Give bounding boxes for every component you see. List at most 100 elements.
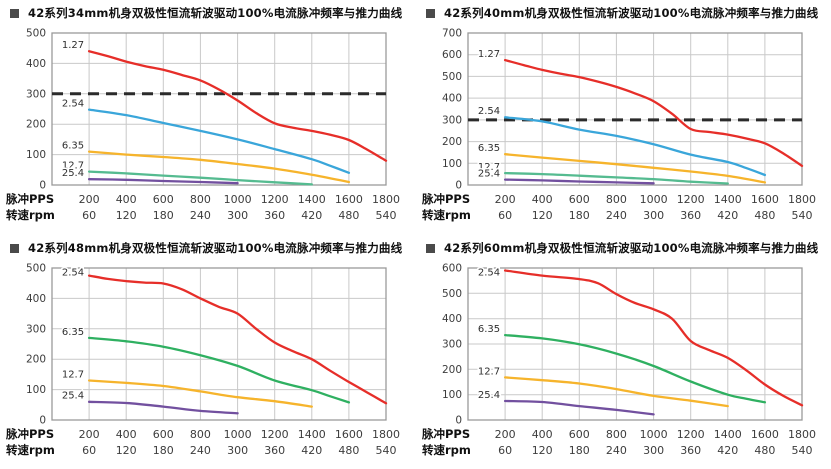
series-line-12.7 <box>503 171 729 185</box>
y-axis-ticks: 0 100 200 300 400 500 <box>26 263 46 427</box>
pps-tick-600: 600 <box>569 193 590 206</box>
pps-tick-1200: 1200 <box>677 193 705 206</box>
series-label-6.35: 6.35 <box>62 141 84 152</box>
y-tick-200: 200 <box>26 119 46 131</box>
pps-tick-200: 200 <box>495 193 516 206</box>
series-label-2.54: 2.54 <box>478 106 500 117</box>
rpm-tick-120: 120 <box>116 209 137 222</box>
y-tick-500: 500 <box>442 71 462 83</box>
pps-tick-200: 200 <box>79 193 100 206</box>
series-group <box>503 269 804 416</box>
chart-header: 42系列34mm机身双极性恒流斩波驱动100%电流脉冲频率与推力曲线 <box>10 4 402 22</box>
chart-header: 42系列40mm机身双极性恒流斩波驱动100%电流脉冲频率与推力曲线 <box>426 4 818 22</box>
y-tick-100: 100 <box>442 158 462 170</box>
line-chart-34mm: 1.27 2.54 6.35 12.725.4 0 100 200 300 400 500 200 4… <box>5 28 400 223</box>
series-line-1.27 <box>503 58 804 168</box>
rpm-tick-120: 120 <box>116 444 137 457</box>
y-tick-600: 600 <box>442 263 462 275</box>
title-bullet-icon <box>10 8 19 18</box>
series-line-2.54 <box>87 108 351 174</box>
chart-title: 42系列60mm机身双极性恒流斩波驱动100%电流脉冲频率与推力曲线 <box>444 241 819 255</box>
title-bullet-icon <box>10 243 19 253</box>
y-axis-ticks: 0 100 200 300 400 500 <box>26 28 46 192</box>
rpm-tick-480: 480 <box>338 444 359 457</box>
pps-tick-600: 600 <box>569 428 590 441</box>
x-axis-header-pps: 脉冲PPS <box>5 192 54 206</box>
series-label-25.4: 25.4 <box>62 391 84 402</box>
y-tick-100: 100 <box>26 384 46 396</box>
pps-tick-1200: 1200 <box>677 428 705 441</box>
chart-panel-48mm: 42系列48mm机身双极性恒流斩波驱动100%电流脉冲频率与推力曲线 2.54 6… <box>0 235 415 469</box>
y-tick-700: 700 <box>442 28 462 40</box>
rpm-tick-480: 480 <box>754 209 775 222</box>
pps-tick-1600: 1600 <box>751 428 779 441</box>
rpm-tick-180: 180 <box>153 209 174 222</box>
y-tick-0: 0 <box>455 415 462 427</box>
series-line-12.7 <box>503 376 729 408</box>
pps-tick-400: 400 <box>116 193 137 206</box>
rpm-tick-540: 540 <box>792 444 813 457</box>
pps-tick-800: 800 <box>606 193 627 206</box>
rpm-tick-240: 240 <box>190 209 211 222</box>
pps-tick-1000: 1000 <box>640 428 668 441</box>
y-tick-0: 0 <box>39 415 46 427</box>
pps-tick-1800: 1800 <box>372 428 400 441</box>
series-line-25.4 <box>503 399 655 416</box>
pps-tick-1800: 1800 <box>788 428 816 441</box>
x-axis-header-pps: 脉冲PPS <box>421 427 470 441</box>
y-tick-0: 0 <box>455 180 462 192</box>
chart-panel-40mm: 42系列40mm机身双极性恒流斩波驱动100%电流脉冲频率与推力曲线 1.27 2… <box>416 0 831 234</box>
series-line-2.54 <box>503 269 804 407</box>
chart-header: 42系列48mm机身双极性恒流斩波驱动100%电流脉冲频率与推力曲线 <box>10 239 402 257</box>
pps-tick-800: 800 <box>190 428 211 441</box>
rpm-tick-180: 180 <box>569 209 590 222</box>
rpm-tick-480: 480 <box>338 209 359 222</box>
rpm-tick-540: 540 <box>792 209 813 222</box>
grid <box>468 32 803 186</box>
grid <box>468 267 803 421</box>
series-labels: 1.27 2.54 6.35 12.725.4 <box>60 39 85 181</box>
series-label-25.4: 25.4 <box>62 168 84 179</box>
y-tick-100: 100 <box>26 149 46 161</box>
series-group <box>503 58 804 185</box>
rpm-tick-360: 360 <box>264 209 285 222</box>
y-tick-0: 0 <box>39 180 46 192</box>
x-axis-ticks: 200 400 600 800 1000 1200 1400 1600 1800 60 120 180… <box>495 193 816 222</box>
plot-border <box>467 32 803 186</box>
series-label-12.7: 12.7 <box>62 369 84 380</box>
rpm-tick-420: 420 <box>301 209 322 222</box>
pps-tick-1200: 1200 <box>261 193 289 206</box>
series-label-1.27: 1.27 <box>62 40 84 51</box>
rpm-tick-300: 300 <box>227 209 248 222</box>
rpm-tick-300: 300 <box>643 209 664 222</box>
line-chart-60mm: 2.54 6.35 12.7 25.4 0 100 200 300 400 500 600 200 40… <box>421 263 816 458</box>
pps-tick-1600: 1600 <box>751 193 779 206</box>
pps-tick-400: 400 <box>532 428 553 441</box>
rpm-tick-60: 60 <box>82 444 96 457</box>
rpm-tick-240: 240 <box>190 444 211 457</box>
y-tick-400: 400 <box>442 313 462 325</box>
series-line-12.7 <box>87 170 313 186</box>
y-axis-ticks: 0 100 200 300 400 500 600 700 <box>442 28 462 192</box>
x-axis-ticks: 200 400 600 800 1000 1200 1400 1600 1800 60 120 180… <box>79 193 400 222</box>
pps-tick-1600: 1600 <box>335 193 363 206</box>
pps-tick-1400: 1400 <box>714 193 742 206</box>
x-axis-ticks: 200 400 600 800 1000 1200 1400 1600 1800 60 120 180… <box>79 428 400 457</box>
y-tick-300: 300 <box>442 339 462 351</box>
x-axis-header-pps: 脉冲PPS <box>5 427 54 441</box>
series-label-25.4: 25.4 <box>478 169 500 180</box>
pps-tick-1000: 1000 <box>224 428 252 441</box>
pps-tick-1800: 1800 <box>372 193 400 206</box>
title-bullet-icon <box>426 8 435 18</box>
chart-title: 42系列48mm机身双极性恒流斩波驱动100%电流脉冲频率与推力曲线 <box>28 241 403 255</box>
chart-panel-34mm: 42系列34mm机身双极性恒流斩波驱动100%电流脉冲频率与推力曲线 1.27 2… <box>0 0 415 234</box>
pps-tick-1200: 1200 <box>261 428 289 441</box>
y-tick-400: 400 <box>442 93 462 105</box>
x-axis-header-pps: 脉冲PPS <box>421 192 470 206</box>
rpm-tick-360: 360 <box>264 444 285 457</box>
series-label-2.54: 2.54 <box>478 268 500 279</box>
x-axis-headers: 脉冲PPS 转速rpm <box>421 192 471 222</box>
series-label-2.54: 2.54 <box>62 268 84 279</box>
pps-tick-1600: 1600 <box>335 428 363 441</box>
rpm-tick-180: 180 <box>153 444 174 457</box>
